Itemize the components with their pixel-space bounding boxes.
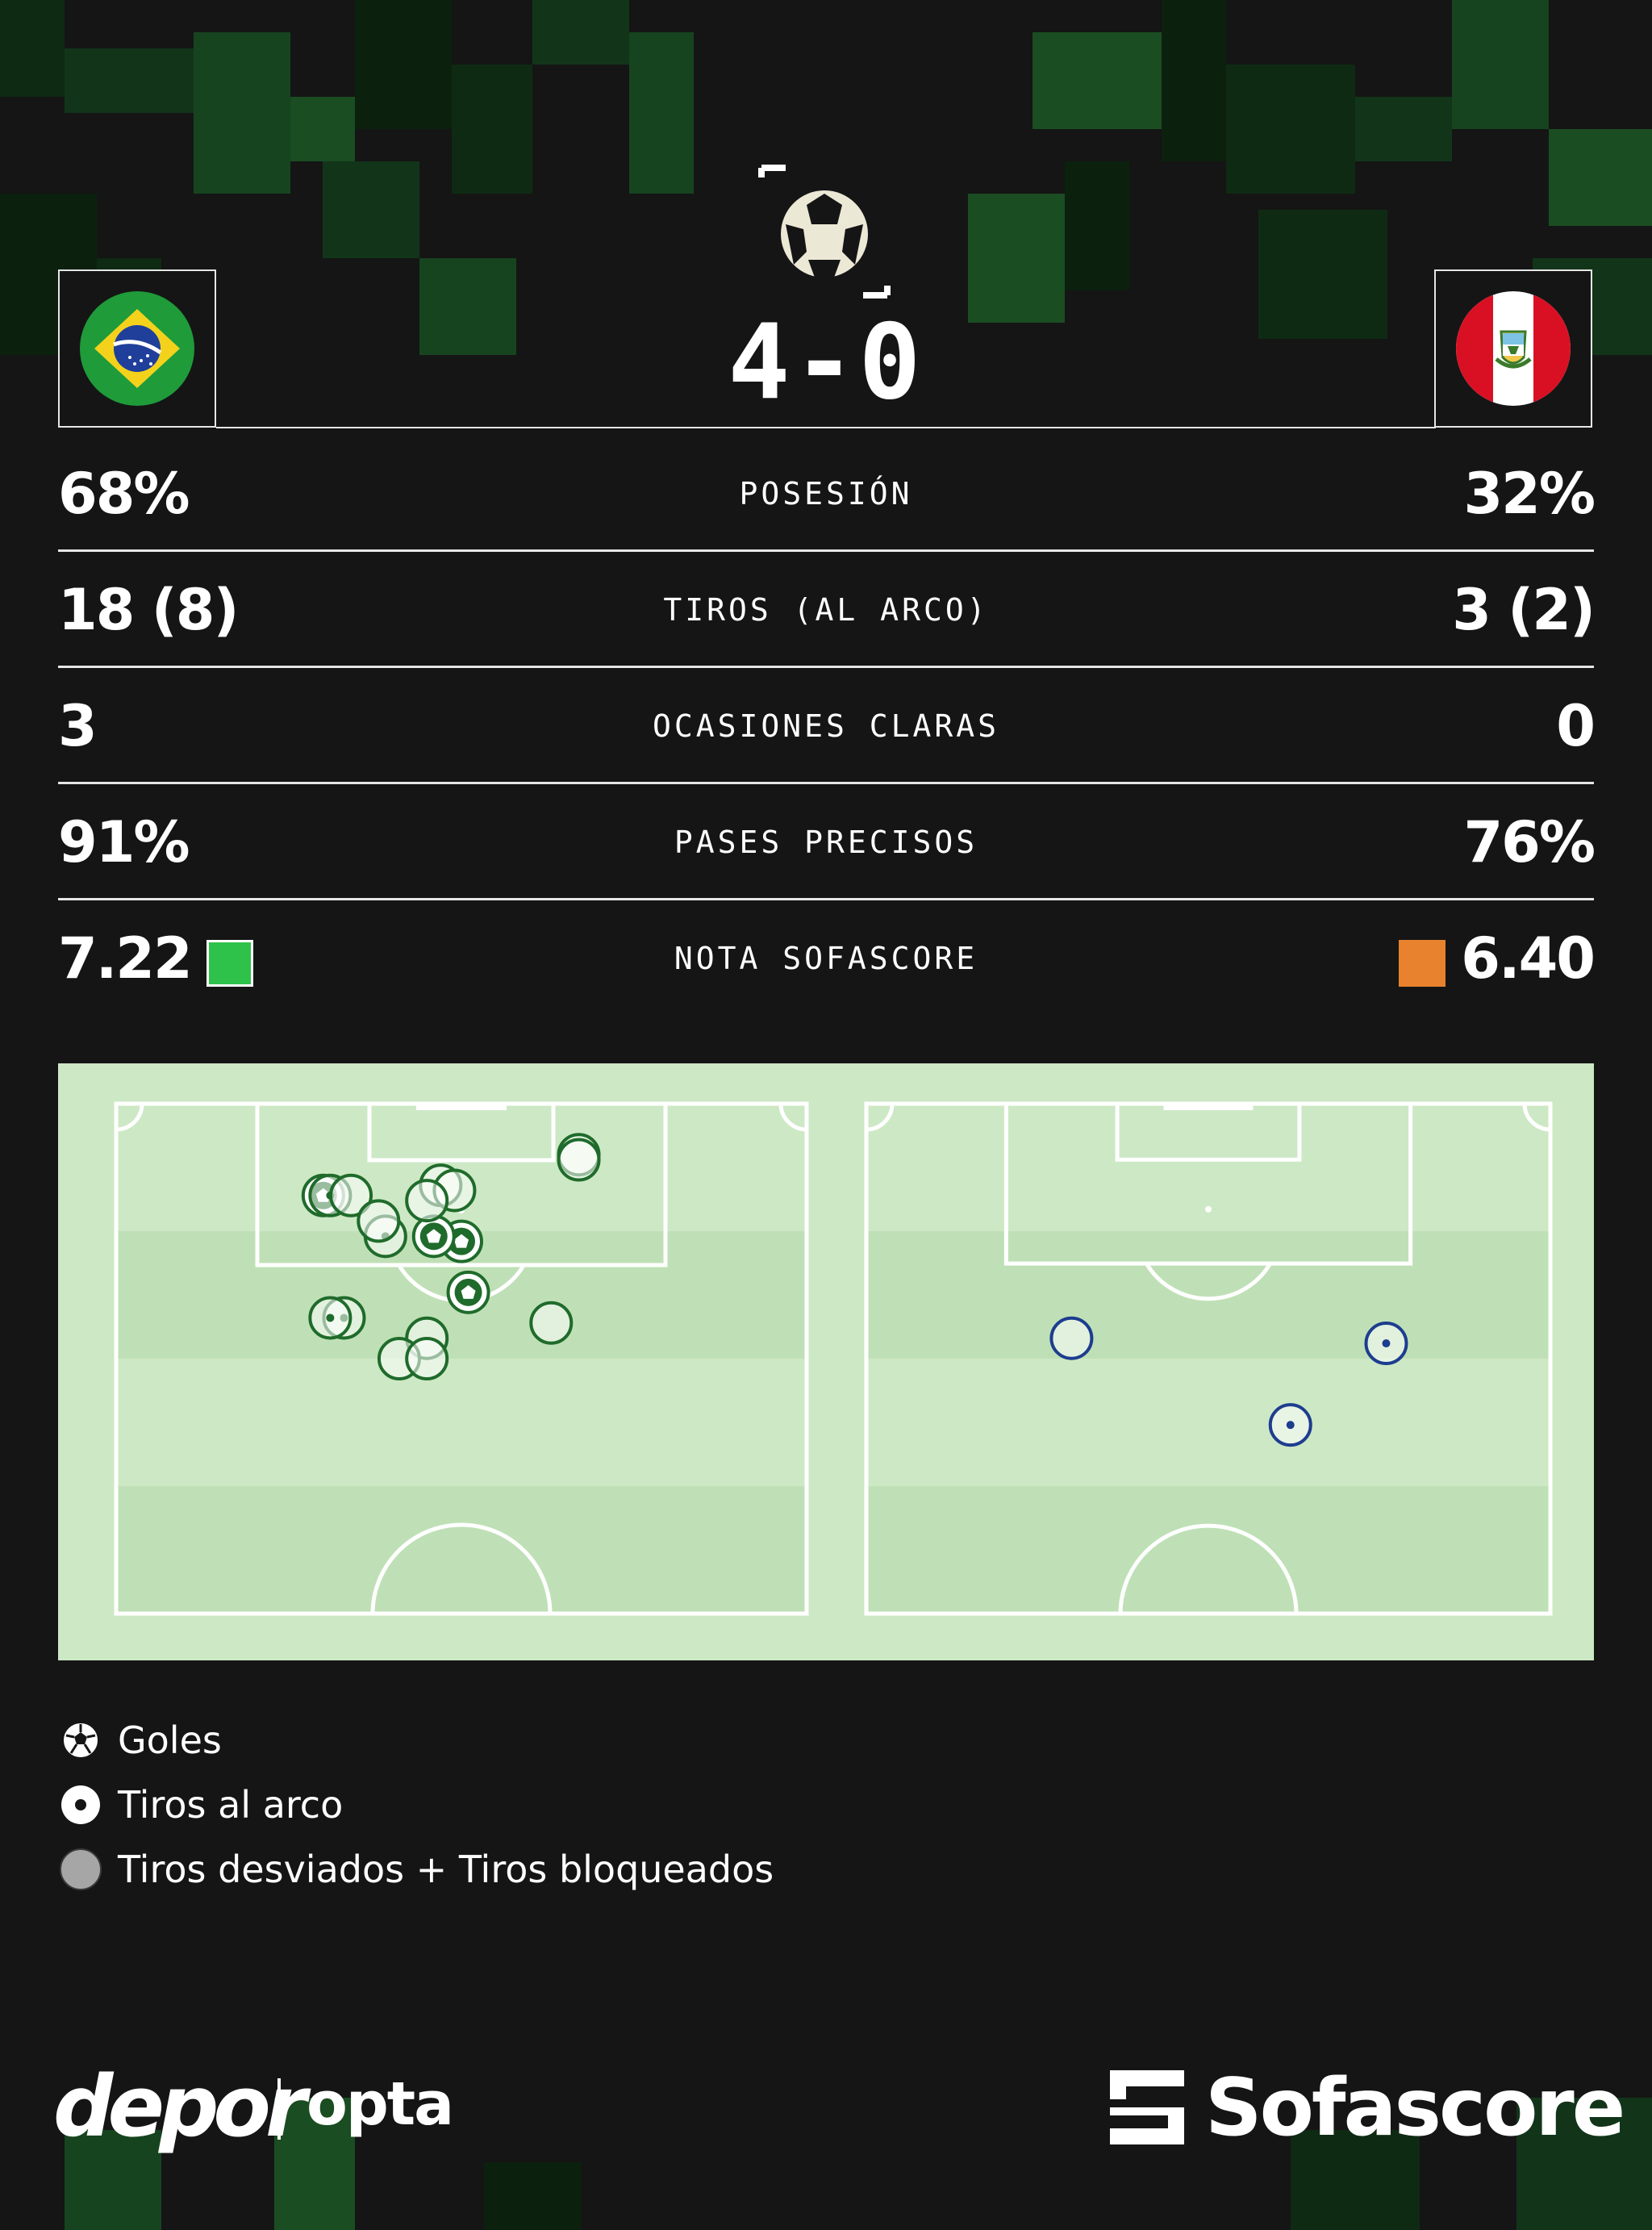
background-block: [0, 0, 65, 97]
shot-goal-marker: [446, 1270, 490, 1314]
background-block: [194, 32, 290, 194]
tournament-logo-icon: [758, 165, 891, 299]
stat-label-rating: NOTA SOFASCORE: [674, 941, 978, 976]
background-block: [1291, 2130, 1420, 2230]
background-block: [1162, 0, 1226, 161]
corner-arc: [866, 1103, 895, 1132]
corner-arc: [115, 1103, 144, 1132]
home-big-chances: 3: [58, 693, 98, 759]
background-block: [65, 48, 194, 113]
depor-logo: depor: [53, 2057, 307, 2156]
off-target-icon: [60, 1848, 102, 1890]
shot-on-target-marker: [1268, 1403, 1312, 1447]
legend-on-target: Tiros al arco: [58, 1777, 343, 1833]
background-block: [629, 32, 694, 194]
center-circle: [1118, 1524, 1299, 1614]
home-team-flag: [58, 269, 216, 428]
penalty-arc: [1145, 1262, 1272, 1301]
shot-off-target-marker: [405, 1179, 449, 1223]
home-rating: 7.22: [58, 925, 193, 992]
background-block: [1258, 210, 1387, 339]
away-team-flag: [1434, 269, 1592, 428]
legend-goals: Goles: [58, 1712, 222, 1769]
stat-row-shots: 18 (8) TIROS (AL ARCO) 3 (2): [58, 552, 1596, 668]
opta-logo: opta: [307, 2069, 454, 2139]
final-score: 4-0: [728, 303, 924, 423]
corner-arc: [778, 1103, 807, 1132]
stat-divider: [58, 549, 1594, 552]
background-block: [1226, 65, 1355, 194]
pitch-stripe: [116, 1359, 807, 1486]
shot-map-panel: [58, 1063, 1594, 1660]
background-block: [1516, 2098, 1652, 2230]
background-block: [1355, 97, 1452, 161]
on-target-icon: [61, 1785, 100, 1824]
background-block: [1065, 161, 1129, 290]
background-block: [1452, 0, 1549, 129]
background-block: [452, 65, 532, 194]
stat-label-pass-accuracy: PASES PRECISOS: [674, 825, 978, 860]
sofascore-logo: Sofascore: [1205, 2062, 1625, 2154]
stat-divider: [58, 898, 1594, 900]
home-rating-badge: [206, 940, 253, 987]
away-shots: 3 (2): [1452, 577, 1596, 643]
stat-row-possession: 68% POSESIÓN 32%: [58, 436, 1596, 552]
shot-off-target-marker: [329, 1173, 373, 1217]
shot-off-target-marker: [557, 1138, 601, 1182]
home-pass-accuracy: 91%: [58, 809, 190, 875]
shot-off-target-marker: [357, 1199, 401, 1243]
background-block: [290, 97, 355, 161]
away-pass-accuracy: 76%: [1463, 809, 1596, 875]
shot-map-chart: [114, 1101, 1553, 1616]
background-block: [484, 2162, 581, 2230]
legend-on-target-label: Tiros al arco: [118, 1783, 344, 1827]
shot-off-target-marker: [1049, 1316, 1094, 1360]
shot-off-target-marker: [405, 1337, 449, 1380]
background-block: [419, 258, 516, 355]
legend-goals-label: Goles: [118, 1718, 222, 1762]
pitch-stripe: [866, 1486, 1550, 1614]
pitch-stripe: [116, 1486, 807, 1614]
legend-off-target: Tiros desviados + Tiros bloqueados: [58, 1841, 774, 1898]
shot-on-target-marker: [308, 1296, 353, 1340]
home-shots: 18 (8): [58, 577, 239, 643]
stat-label-big-chances: OCASIONES CLARAS: [652, 708, 1000, 744]
stat-divider: [58, 666, 1594, 668]
away-rating: 6.40: [1461, 925, 1596, 992]
center-circle: [370, 1522, 553, 1614]
stat-label-shots: TIROS (AL ARCO): [663, 592, 989, 628]
header-baseline: [216, 427, 1436, 428]
penalty-spot: [1205, 1205, 1212, 1213]
background-block: [65, 2130, 161, 2230]
background-block: [355, 0, 452, 129]
stat-row-pass-accuracy: 91% PASES PRECISOS 76%: [58, 784, 1596, 900]
logo-divider: [277, 2078, 281, 2140]
shot-off-target-marker: [529, 1301, 574, 1345]
home-possession: 68%: [58, 461, 190, 527]
pitch-stripe: [866, 1359, 1550, 1486]
background-block: [274, 2098, 355, 2230]
brazil-flag-icon: [80, 291, 194, 406]
background-block: [532, 0, 629, 65]
away-rating-badge: [1399, 940, 1446, 987]
goal-ball-icon: [64, 1723, 98, 1757]
legend-off-target-label: Tiros desviados + Tiros bloqueados: [118, 1848, 774, 1891]
away-big-chances: 0: [1556, 693, 1596, 759]
shot-goal-marker: [411, 1214, 456, 1259]
shot-on-target-marker: [1364, 1322, 1408, 1366]
background-block: [968, 194, 1065, 323]
stat-row-big-chances: 3 OCASIONES CLARAS 0: [58, 668, 1596, 784]
stat-label-possession: POSESIÓN: [739, 476, 913, 512]
away-possession: 32%: [1463, 461, 1596, 527]
background-block: [1549, 129, 1652, 226]
stat-row-rating: 7.22 NOTA SOFASCORE 6.40: [58, 900, 1596, 1017]
pitch-stripe: [866, 1231, 1550, 1359]
peru-flag-icon: [1456, 291, 1571, 406]
background-block: [323, 161, 419, 258]
background-block: [1032, 32, 1162, 129]
stat-divider: [58, 782, 1594, 784]
sofascore-mark-icon: [1110, 2070, 1184, 2144]
corner-arc: [1522, 1103, 1551, 1132]
